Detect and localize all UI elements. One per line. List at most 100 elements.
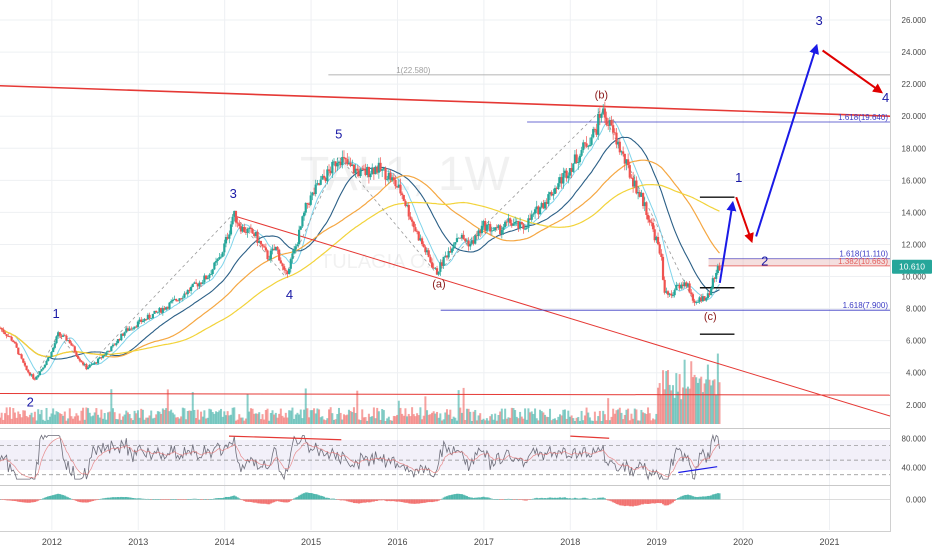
candle-body [121, 333, 125, 336]
volume-bar [281, 415, 284, 424]
projection-arrows[interactable] [718, 43, 884, 284]
volume-bar [550, 420, 553, 424]
candle-body [251, 228, 254, 234]
macd-bar [324, 497, 327, 500]
volume-bar [108, 411, 111, 424]
macd-bar [100, 498, 103, 500]
macd-bar [128, 497, 131, 500]
macd-bar [183, 499, 186, 500]
wave-label: 5 [335, 127, 342, 142]
candle-body [407, 205, 410, 217]
fibonacci-levels[interactable]: 1(22.580) 1.618(19.640) 1.618(11.110)1.382… [328, 66, 890, 311]
moving-average-line [0, 159, 720, 358]
volume-bar [110, 389, 113, 424]
candle-body [686, 283, 690, 287]
macd-bar [402, 499, 405, 503]
candle-body [2, 329, 5, 333]
volume-bar [347, 409, 350, 424]
macd-bar [125, 496, 128, 500]
volume-bar [475, 420, 478, 424]
macd-bar [691, 496, 694, 500]
volume-bar [653, 419, 656, 424]
volume-bar [116, 419, 119, 424]
macd-bar [268, 499, 271, 505]
volume-bar [492, 419, 495, 424]
macd-bar [535, 497, 538, 500]
candle-body [35, 376, 38, 380]
volume-bar [18, 414, 21, 424]
volume-bar [10, 418, 13, 424]
volume-bar [319, 417, 322, 424]
candle-body [234, 210, 238, 223]
volume-bar [88, 412, 91, 424]
volume-bar [38, 414, 41, 424]
time-axis[interactable]: 2012 2013 2014 2015 2016 2017 2018 2019 2020 2021 [42, 537, 840, 547]
horizontal-levels[interactable] [699, 196, 735, 335]
volume-bar [445, 409, 448, 424]
candle-body [665, 291, 668, 293]
macd-bar [678, 497, 681, 500]
price-axis[interactable]: 26.000 24.000 22.000 20.000 18.000 16.000 14.0… [902, 16, 927, 410]
volume-bar [549, 408, 552, 424]
candle-body [484, 221, 487, 231]
volume-bar [143, 419, 146, 424]
candle-body [188, 289, 191, 291]
candle-body [670, 293, 673, 296]
candle-body [70, 343, 73, 346]
volume-bar [311, 410, 314, 424]
volume-bar [642, 412, 645, 424]
macd-bar [372, 499, 375, 502]
volume-bar [567, 410, 570, 424]
macd-bar [394, 499, 397, 502]
macd-bar [592, 498, 595, 500]
macd-bar [600, 497, 603, 500]
volume-bar [332, 419, 335, 424]
macd-bar [163, 499, 166, 500]
volume-bar [23, 410, 26, 424]
macd-bar [552, 497, 555, 500]
volume-bar [168, 411, 171, 424]
macd-bar [683, 495, 686, 500]
volume-bar [637, 420, 640, 424]
candle-body [575, 154, 578, 163]
candle-body [472, 240, 475, 244]
candle-body [113, 344, 116, 346]
candle-body [568, 168, 572, 176]
macd-bar [284, 499, 287, 503]
macd-bar [63, 495, 66, 500]
volume-bar [186, 411, 189, 424]
macd-bar [218, 498, 221, 500]
volume-bar [391, 420, 394, 424]
volume-bar [218, 410, 221, 424]
grid-lines [0, 0, 890, 530]
macd-bar [444, 496, 447, 500]
macd-bar [514, 499, 517, 500]
macd-bar [145, 499, 148, 500]
volume-bar [342, 414, 345, 424]
macd-bar [497, 499, 500, 500]
trendlines[interactable] [0, 84, 891, 417]
macd-bar [32, 499, 35, 503]
volume-bar [216, 412, 219, 424]
macd-bar [168, 499, 171, 500]
macd-bar [120, 496, 123, 500]
candle-body [635, 180, 638, 194]
candle-body [214, 261, 218, 263]
macd-bar [37, 499, 40, 501]
candle-body [690, 292, 693, 295]
macd-bar [215, 498, 218, 500]
volume-bar [593, 411, 596, 424]
candle-body [329, 170, 332, 174]
price-tick-label: 20.000 [902, 112, 927, 121]
candle-body [602, 108, 605, 114]
candle-body [347, 162, 351, 165]
macd-bar [102, 498, 105, 500]
macd-bar [431, 499, 434, 503]
volume-bar [136, 410, 139, 424]
candle-body [359, 168, 362, 177]
macd-bar [131, 497, 134, 500]
volume-bar [249, 408, 252, 424]
macd-bar [308, 492, 311, 500]
volume-bar [482, 418, 485, 424]
